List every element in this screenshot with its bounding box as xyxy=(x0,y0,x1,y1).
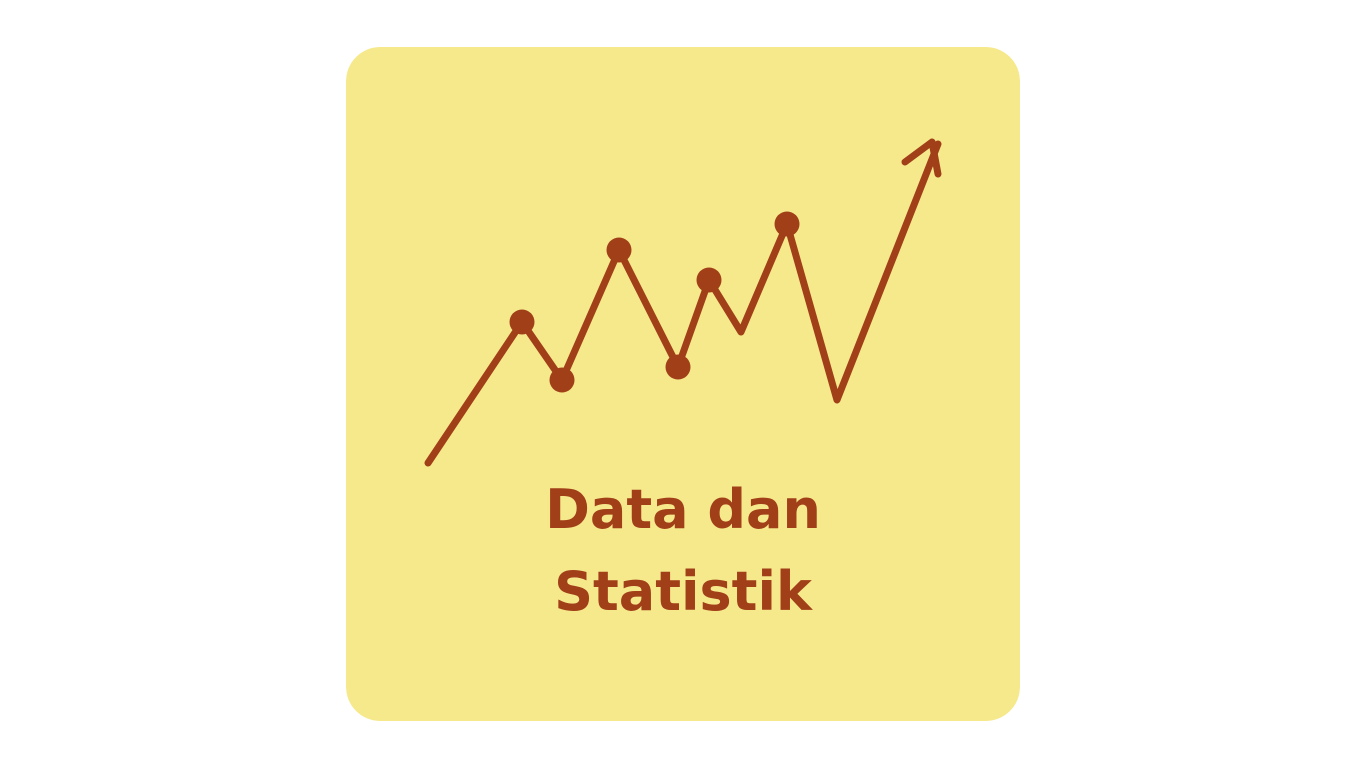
trend-chart-icon xyxy=(346,47,1020,721)
data-point xyxy=(665,354,691,380)
card-background xyxy=(346,47,1020,721)
card-title: Data dan Statistik xyxy=(346,469,1020,633)
arrow-head-icon xyxy=(901,138,942,178)
data-point xyxy=(606,237,632,263)
data-point xyxy=(696,267,722,293)
trend-line xyxy=(424,140,942,467)
card: Data dan Statistik xyxy=(346,47,1020,721)
data-point xyxy=(774,211,800,237)
title-line-2: Statistik xyxy=(554,560,812,623)
data-point xyxy=(509,309,535,335)
data-point xyxy=(549,367,575,393)
title-line-1: Data dan xyxy=(545,478,821,541)
